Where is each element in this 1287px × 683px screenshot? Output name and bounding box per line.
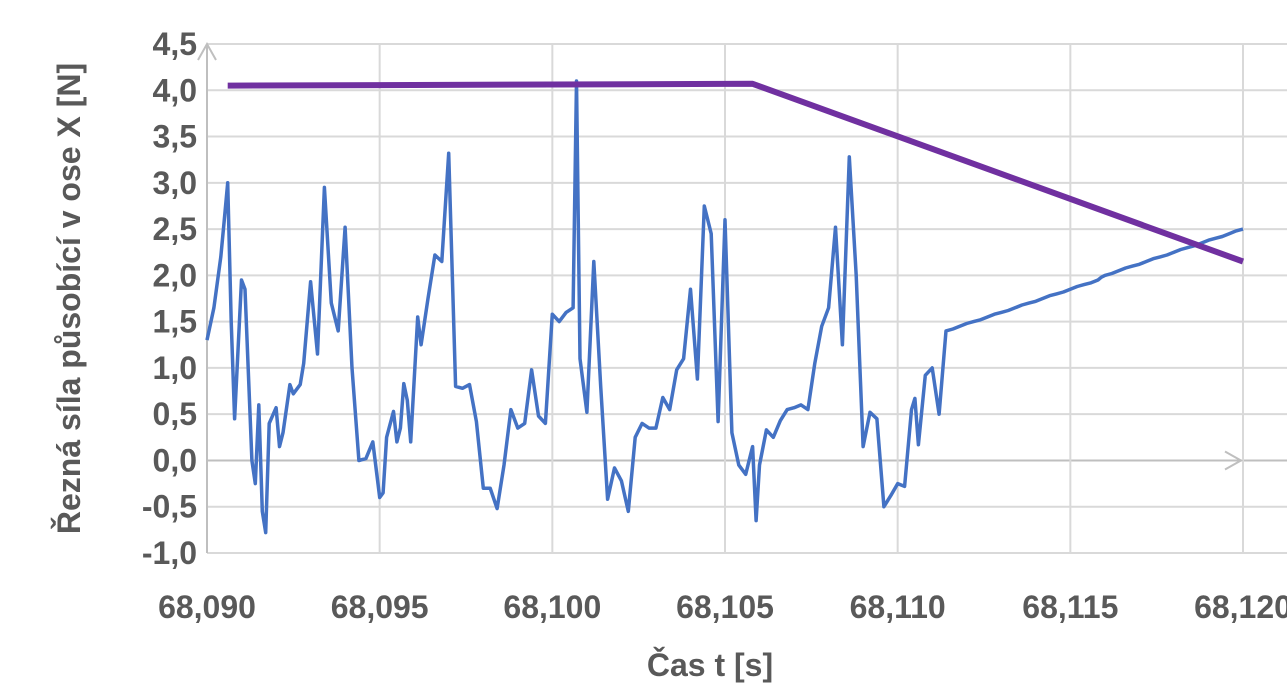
x-tick-label: 68,110 (850, 589, 946, 625)
y-tick-label: 4,5 (153, 26, 197, 62)
series-line-2 (227, 80, 1245, 265)
series (205, 79, 1245, 535)
x-tick-label: 68,105 (676, 589, 774, 625)
x-tick-label: 68,090 (158, 589, 256, 625)
tick-labels: 4,5 4,0 3,5 3,0 2,5 2,0 1,5 1,0 0,5 0,0 -0,5 -1,0 68… (142, 26, 1287, 625)
y-tick-label: -1,0 (142, 535, 197, 571)
series-line-1 (205, 79, 1244, 535)
y-tick-label: 0,0 (153, 442, 197, 478)
x-axis-arrow (1224, 450, 1244, 471)
x-axis-title: Čas t [s] (647, 647, 773, 683)
y-tick-label: 3,0 (153, 165, 197, 201)
y-tick-label: 4,0 (153, 72, 197, 108)
y-tick-label: -0,5 (142, 489, 197, 525)
y-axis-arrow (197, 41, 217, 61)
y-tick-label: 0,5 (153, 396, 197, 432)
x-tick-label: 68,095 (331, 589, 429, 625)
x-tick-label: 68,120 (1194, 589, 1287, 625)
x-tick-label: 68,115 (1022, 589, 1118, 625)
y-tick-label: 2,0 (153, 257, 197, 293)
x-tick-label: 68,100 (503, 589, 601, 625)
y-tick-label: 1,5 (153, 304, 197, 340)
axes (197, 41, 1244, 553)
y-axis-title: Řezná síla působící v ose X [N] (51, 63, 87, 534)
y-tick-label: 3,5 (153, 119, 197, 155)
y-tick-label: 1,0 (153, 350, 197, 386)
y-tick-label: 2,5 (153, 211, 197, 247)
grid (206, 43, 1287, 554)
